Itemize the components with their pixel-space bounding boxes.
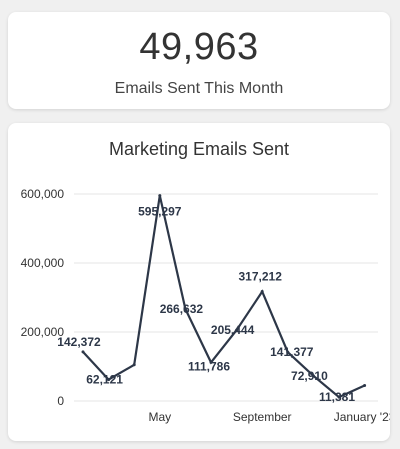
line-chart: 0 200,000 400,000 600,000 May September Januar… [21,187,390,424]
data-point [132,363,136,367]
data-point [107,378,111,382]
y-tick-label: 600,000 [21,187,65,201]
data-label: 266,632 [160,302,204,316]
data-label: 142,372 [57,335,101,349]
x-tick-label: May [148,410,171,424]
data-label: 11,381 [319,390,355,404]
y-tick-label: 200,000 [21,325,65,339]
data-point [260,290,264,294]
data-label: 141,377 [270,345,314,359]
data-label: 205,444 [211,323,255,337]
y-tick-label: 400,000 [21,256,65,270]
data-point [311,374,315,378]
data-label: 72,910 [291,369,328,383]
data-label: 317,212 [239,270,283,284]
data-label: 595,297 [138,205,182,219]
data-point [286,350,290,354]
y-tick-label: 0 [57,394,64,408]
series-line [82,195,366,399]
kpi-value: 49,963 [139,26,259,68]
data-point [363,383,367,387]
data-point [337,395,341,399]
chart-card: Marketing Emails Sent 0 200,000 400,000 600… [8,123,390,441]
data-label: 62,121 [86,373,123,387]
data-point [81,350,85,354]
chart-title: Marketing Emails Sent [108,139,290,159]
data-label: 111,786 [188,359,230,373]
kpi-label: Emails Sent This Month [114,80,284,97]
data-point [158,194,162,198]
kpi-card: 49,963 Emails Sent This Month [8,12,390,109]
x-tick-label: January '23 [334,410,390,424]
data-point [183,307,187,311]
data-point [209,360,213,364]
data-point [235,328,239,332]
x-tick-label: September [233,410,292,424]
